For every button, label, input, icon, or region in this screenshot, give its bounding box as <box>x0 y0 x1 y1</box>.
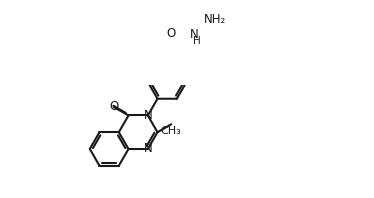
Text: N: N <box>144 109 152 122</box>
Text: H: H <box>193 36 201 46</box>
Text: CH₃: CH₃ <box>161 126 182 136</box>
Text: N: N <box>190 28 199 41</box>
Text: O: O <box>166 27 176 40</box>
Text: NH₂: NH₂ <box>204 13 227 26</box>
Text: O: O <box>109 100 119 113</box>
Text: N: N <box>144 143 152 155</box>
